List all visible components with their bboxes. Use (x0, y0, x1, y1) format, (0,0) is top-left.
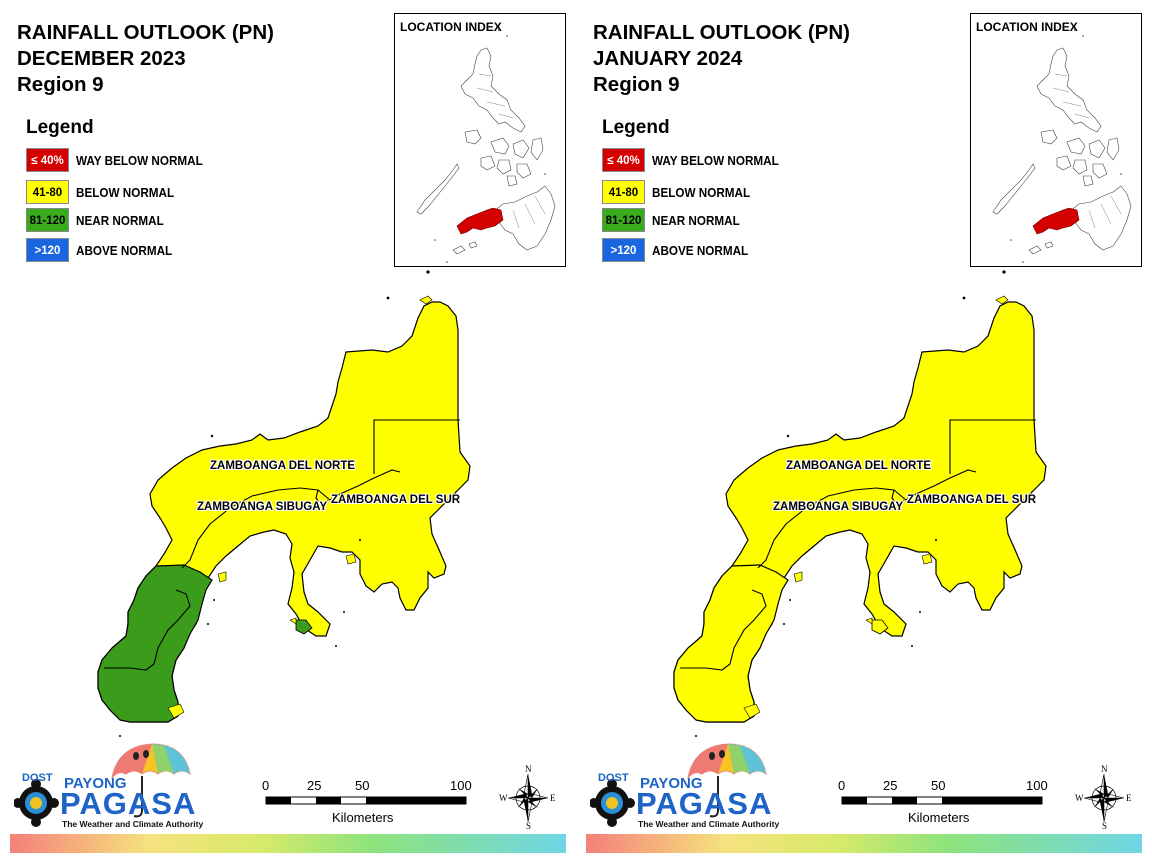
legend-label: NEAR NORMAL (76, 213, 164, 228)
location-index-label: LOCATION INDEX (400, 20, 502, 34)
compass-e: E (1126, 793, 1132, 803)
label-zamboanga-del-sur: ZAMBOANGA DEL SUR (907, 494, 1037, 506)
legend-swatch: 41-80 (602, 180, 645, 204)
label-zamboanga-del-norte: ZAMBOANGA DEL NORTE (210, 460, 356, 472)
title-region: Region 9 (593, 73, 680, 96)
payong-pagasa-logo: DOST PAYONG PAGASA The Weather and Clima… (14, 740, 204, 835)
region-9-map (673, 270, 1047, 737)
region-9-map (97, 270, 471, 737)
scale-tick-100: 100 (450, 778, 472, 793)
north-arrow-compass: N S E W (498, 764, 558, 832)
legend-label: BELOW NORMAL (652, 185, 751, 200)
scale-bar-graphic (265, 796, 467, 805)
legend-label: WAY BELOW NORMAL (652, 153, 779, 168)
scale-bar: 0 25 50 100 Kilometers (262, 778, 474, 828)
legend-swatch: 41-80 (26, 180, 69, 204)
compass-n: N (525, 764, 532, 774)
title-month: JANUARY 2024 (593, 47, 743, 70)
title-line-1: RAINFALL OUTLOOK (PN) (17, 21, 274, 44)
compass-e: E (550, 793, 556, 803)
region-9-highlight (456, 207, 504, 235)
compass-rose-icon (507, 773, 549, 823)
southwest-peninsula (97, 564, 213, 723)
north-arrow-compass: N S E W (1074, 764, 1134, 832)
logo-tagline: The Weather and Climate Authority (62, 819, 204, 829)
title-month: DECEMBER 2023 (17, 47, 186, 70)
compass-w: W (1075, 793, 1084, 803)
panel-title: RAINFALL OUTLOOK (PN) JANUARY 2024 Regio… (593, 20, 850, 98)
legend-swatch: ≤ 40% (602, 148, 645, 172)
legend-swatch: >120 (602, 238, 645, 262)
legend-label: BELOW NORMAL (76, 185, 175, 200)
legend-swatch: ≤ 40% (26, 148, 69, 172)
scale-tick-0: 0 (838, 778, 846, 793)
sur-small-tip (295, 619, 313, 635)
legend-label: ABOVE NORMAL (76, 243, 173, 258)
title-region: Region 9 (17, 73, 104, 96)
logo-pagasa-text: PAGASA (60, 786, 197, 821)
title-line-1: RAINFALL OUTLOOK (PN) (593, 21, 850, 44)
compass-rose-icon (1083, 773, 1125, 823)
logo-dost-text: DOST (598, 772, 629, 784)
logo-pagasa-text: PAGASA (636, 786, 773, 821)
scale-bar-graphic (841, 796, 1043, 805)
label-zamboanga-sibugay: ZAMBOANGA SIBUGAY (197, 501, 328, 513)
legend-title: Legend (602, 117, 670, 138)
gradient-band (10, 834, 566, 853)
label-zamboanga-del-sur: ZAMBOANGA DEL SUR (331, 494, 461, 506)
philippines-inset-map (992, 29, 1132, 263)
legend-swatch: >120 (26, 238, 69, 262)
scale-units: Kilometers (908, 810, 970, 825)
legend-title: Legend (26, 117, 94, 138)
southwest-peninsula (673, 564, 789, 723)
label-zamboanga-sibugay: ZAMBOANGA SIBUGAY (773, 501, 904, 513)
location-index-label: LOCATION INDEX (976, 20, 1078, 34)
compass-n: N (1101, 764, 1108, 774)
scale-tick-100: 100 (1026, 778, 1048, 793)
label-zamboanga-del-norte: ZAMBOANGA DEL NORTE (786, 460, 932, 472)
outlook-panel-december: RAINFALL OUTLOOK (PN) DECEMBER 2023 Regi… (10, 13, 566, 853)
compass-s: S (1102, 821, 1108, 831)
gradient-band (586, 834, 1142, 853)
logo-dost-text: DOST (22, 772, 53, 784)
region-9-highlight (1032, 207, 1080, 235)
legend-label: NEAR NORMAL (652, 213, 740, 228)
scale-units: Kilometers (332, 810, 394, 825)
payong-pagasa-logo: DOST PAYONG PAGASA The Weather and Clima… (590, 740, 780, 835)
legend-swatch: 81-120 (26, 208, 69, 232)
compass-s: S (526, 821, 532, 831)
compass-w: W (499, 793, 508, 803)
legend-swatch: 81-120 (602, 208, 645, 232)
location-index-inset: LOCATION INDEX (394, 13, 566, 267)
scale-tick-25: 25 (307, 778, 322, 793)
logo-payong-text: PAYONG (640, 775, 703, 792)
panel-title: RAINFALL OUTLOOK (PN) DECEMBER 2023 Regi… (17, 20, 274, 98)
scale-tick-25: 25 (883, 778, 898, 793)
legend-label: WAY BELOW NORMAL (76, 153, 203, 168)
scale-tick-50: 50 (355, 778, 370, 793)
legend-label: ABOVE NORMAL (652, 243, 749, 258)
logo-graphics (14, 743, 191, 827)
scale-tick-50: 50 (931, 778, 946, 793)
outlook-panel-january: RAINFALL OUTLOOK (PN) JANUARY 2024 Regio… (576, 0, 1152, 864)
sur-small-tip (871, 619, 889, 635)
scale-tick-0: 0 (262, 778, 270, 793)
location-index-inset: LOCATION INDEX (970, 13, 1142, 267)
logo-payong-text: PAYONG (64, 775, 127, 792)
scale-bar: 0 25 50 100 Kilometers (838, 778, 1050, 828)
logo-tagline: The Weather and Climate Authority (638, 819, 780, 829)
logo-graphics (590, 743, 767, 827)
philippines-inset-map (416, 29, 556, 263)
